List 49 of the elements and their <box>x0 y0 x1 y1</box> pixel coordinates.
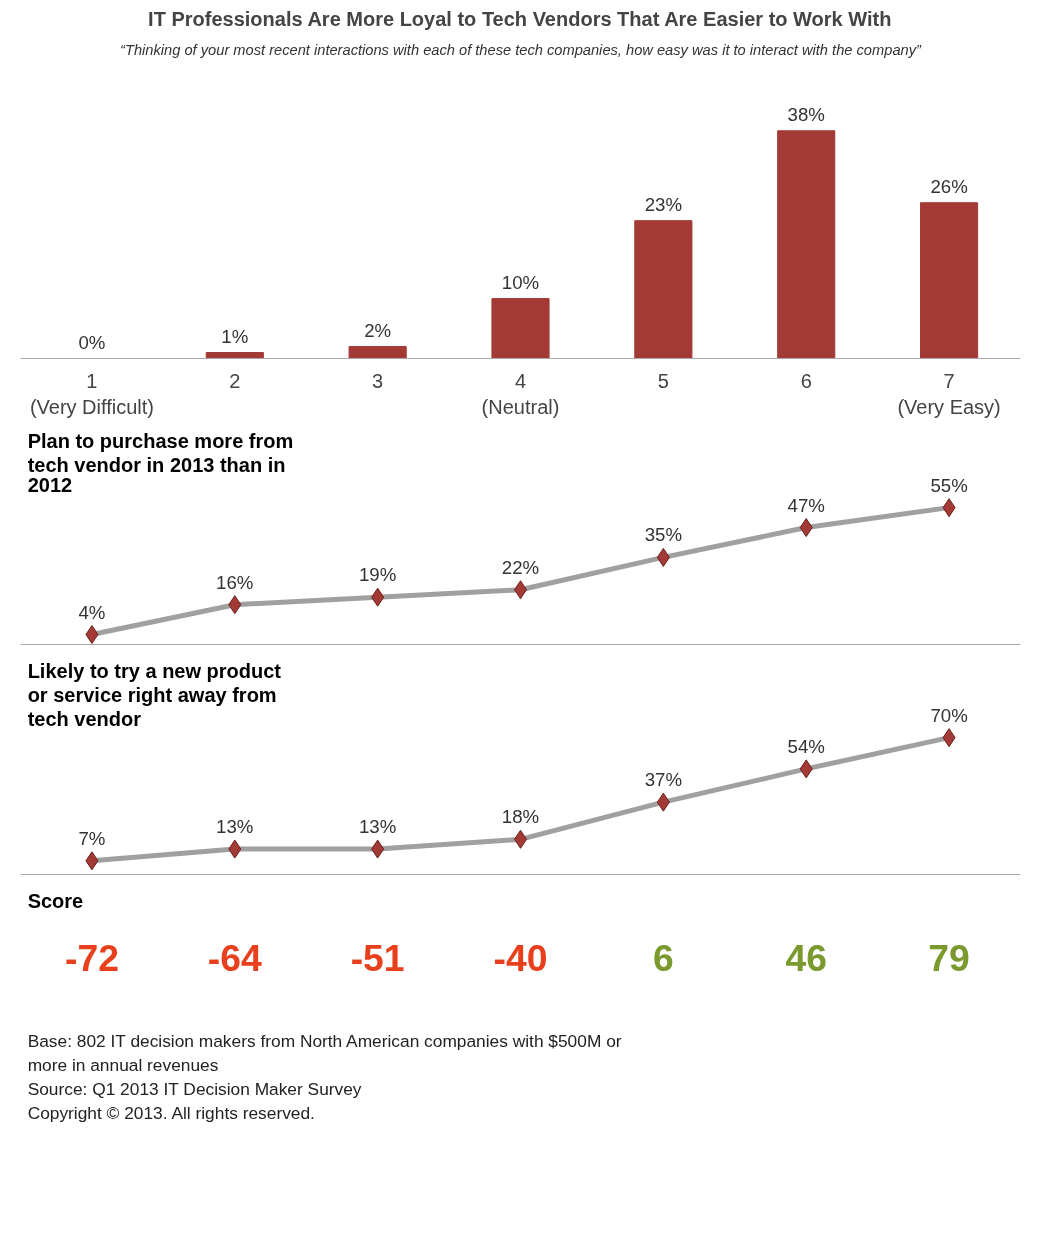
x-tick-label: 5 <box>657 369 669 392</box>
bar <box>777 130 836 359</box>
text: -40 <box>493 937 548 979</box>
text: 6 <box>652 937 674 979</box>
text: 46 <box>785 937 827 979</box>
data-label: 54% <box>787 735 825 757</box>
data-label: 26% <box>930 175 968 197</box>
chart-title: IT Professionals Are More Loyal to Tech Vendors That Are Easier to Work With <box>148 7 892 30</box>
source-note: Source: Q1 2013 IT Decision Maker Survey <box>27 1078 362 1099</box>
chart-title: Plan to purchase more from tech vendor in 2013 than in 2012 <box>27 429 294 496</box>
data-label: 0% <box>78 331 106 353</box>
data-label: 1% <box>221 325 249 347</box>
chart-subtitle: “Thinking of your most recent interactions with each of these tech companies, how easy was it to interact with the company” <box>120 41 923 58</box>
text: Base: 802 IT decision makers from North American companies with $500M or more in annual revenues <box>27 1030 622 1075</box>
data-label: 13% <box>358 816 397 838</box>
data-label: 38% <box>787 103 825 125</box>
text: -64 <box>207 937 262 979</box>
data-label: 4% <box>78 601 106 623</box>
data-label: 23% <box>644 193 683 215</box>
data-label: 19% <box>358 564 397 586</box>
data-label: 7% <box>78 827 106 849</box>
x-tick-label: 6 <box>800 369 812 392</box>
data-label: 2% <box>364 319 392 341</box>
text: Copyright © 2013. All rights reserved. <box>27 1102 315 1123</box>
data-label: 35% <box>644 524 683 546</box>
bar <box>920 202 979 359</box>
bar <box>491 298 550 359</box>
text: 79 <box>928 937 970 979</box>
data-label: 10% <box>501 271 540 293</box>
data-label: 16% <box>216 571 254 593</box>
data-label: 37% <box>644 769 683 791</box>
bar <box>348 346 407 359</box>
data-label: 13% <box>216 816 254 838</box>
data-label: 55% <box>930 474 968 496</box>
text: -72 <box>64 937 119 979</box>
text: Score <box>27 889 84 912</box>
data-label: 18% <box>501 806 540 828</box>
data-label: 70% <box>930 704 968 726</box>
text: -51 <box>350 937 405 979</box>
bar <box>634 220 693 359</box>
data-label: 22% <box>501 556 540 578</box>
x-tick-label: 1 (Very Difficult) <box>29 369 154 418</box>
chart-title: Likely to try a new product or service right away from tech vendor <box>27 659 282 730</box>
x-tick-label: 7 (Very Easy) <box>897 369 1001 418</box>
bar <box>205 352 264 359</box>
x-tick-label: 2 <box>229 369 241 392</box>
x-tick-label: 3 <box>372 369 384 392</box>
x-tick-label: 4 (Neutral) <box>481 369 560 418</box>
data-label: 47% <box>787 494 825 516</box>
